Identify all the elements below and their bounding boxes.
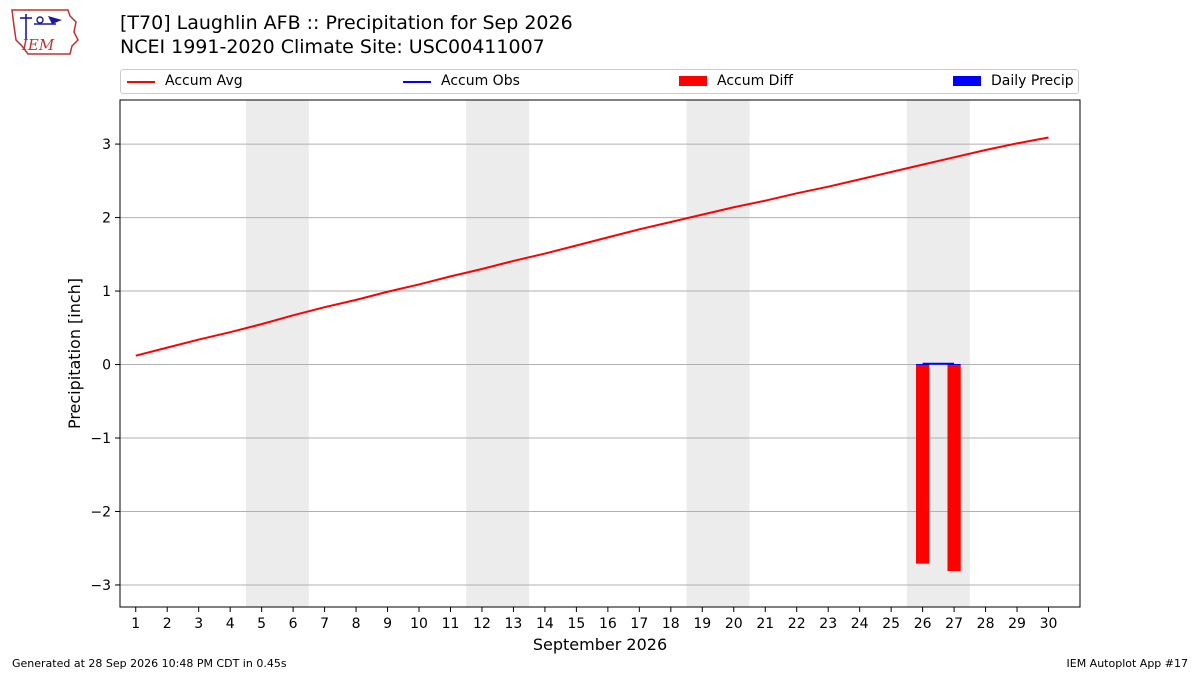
accum-diff-bar — [947, 364, 961, 571]
x-tick-label: 12 — [473, 616, 491, 632]
y-tick-label: 1 — [102, 284, 111, 300]
legend: Accum Avg Accum Obs Accum Diff Daily Pre… — [120, 69, 1079, 94]
legend-label-daily-precip: Daily Precip — [991, 73, 1074, 89]
chart-title: [T70] Laughlin AFB :: Precipitation for … — [120, 12, 573, 34]
weekend-band — [906, 100, 970, 607]
x-tick-label: 29 — [1008, 616, 1026, 632]
x-tick-label: 3 — [194, 616, 203, 632]
x-tick-label: 27 — [945, 616, 963, 632]
daily-precip-bar — [916, 364, 930, 366]
x-tick-label: 6 — [289, 616, 298, 632]
x-tick-label: 30 — [1040, 616, 1058, 632]
y-tick-label: −3 — [90, 578, 111, 594]
x-tick-label: 14 — [536, 616, 554, 632]
x-tick-label: 20 — [725, 616, 743, 632]
x-tick-label: 26 — [914, 616, 932, 632]
daily-precip-bar — [947, 364, 961, 366]
x-tick-label: 8 — [352, 616, 361, 632]
x-tick-label: 7 — [320, 616, 329, 632]
iem-logo: IEM — [11, 9, 79, 55]
x-tick-label: 23 — [819, 616, 837, 632]
legend-swatch-accum-diff — [679, 76, 707, 86]
legend-label-accum-diff: Accum Diff — [717, 73, 794, 89]
weekend-band — [466, 100, 530, 607]
x-tick-label: 17 — [630, 616, 648, 632]
x-tick-label: 15 — [567, 616, 585, 632]
x-tick-label: 2 — [163, 616, 172, 632]
generated-timestamp: Generated at 28 Sep 2026 10:48 PM CDT in… — [12, 657, 287, 670]
x-tick-label: 21 — [756, 616, 774, 632]
x-tick-label: 25 — [882, 616, 900, 632]
x-tick-label: 16 — [599, 616, 617, 632]
legend-swatch-accum-avg — [127, 81, 155, 83]
accum-diff-bar — [916, 364, 930, 564]
x-tick-label: 28 — [977, 616, 995, 632]
axes-frame — [119, 99, 1081, 608]
app-credit: IEM Autoplot App #17 — [1066, 657, 1189, 670]
y-tick-label: −2 — [90, 504, 111, 520]
x-tick-label: 4 — [226, 616, 235, 632]
logo-text: IEM — [21, 36, 55, 54]
x-tick-label: 13 — [505, 616, 523, 632]
y-tick-label: 3 — [102, 137, 111, 153]
legend-label-accum-avg: Accum Avg — [165, 73, 243, 89]
x-tick-label: 19 — [693, 616, 711, 632]
x-tick-label: 18 — [662, 616, 680, 632]
accum-avg-line — [135, 136, 1049, 357]
legend-swatch-daily-precip — [953, 76, 981, 86]
x-tick-label: 11 — [442, 616, 460, 632]
legend-swatch-accum-obs — [403, 81, 431, 83]
x-tick-label: 22 — [788, 616, 806, 632]
legend-label-accum-obs: Accum Obs — [441, 73, 520, 89]
x-tick-label: 1 — [131, 616, 140, 632]
x-axis-label: September 2026 — [533, 635, 667, 654]
x-tick-label: 9 — [383, 616, 392, 632]
x-tick-label: 5 — [257, 616, 266, 632]
y-tick-label: 0 — [102, 358, 111, 374]
plot-area — [135, 136, 1049, 571]
weekend-band — [245, 100, 309, 607]
x-tick-label: 24 — [851, 616, 869, 632]
y-tick-label: −1 — [90, 431, 111, 447]
weekend-band — [686, 100, 750, 607]
chart-subtitle: NCEI 1991-2020 Climate Site: USC00411007 — [120, 36, 545, 58]
x-tick-label: 10 — [410, 616, 428, 632]
y-tick-label: 2 — [102, 211, 111, 227]
y-axis-label: Precipitation [inch] — [65, 278, 84, 429]
